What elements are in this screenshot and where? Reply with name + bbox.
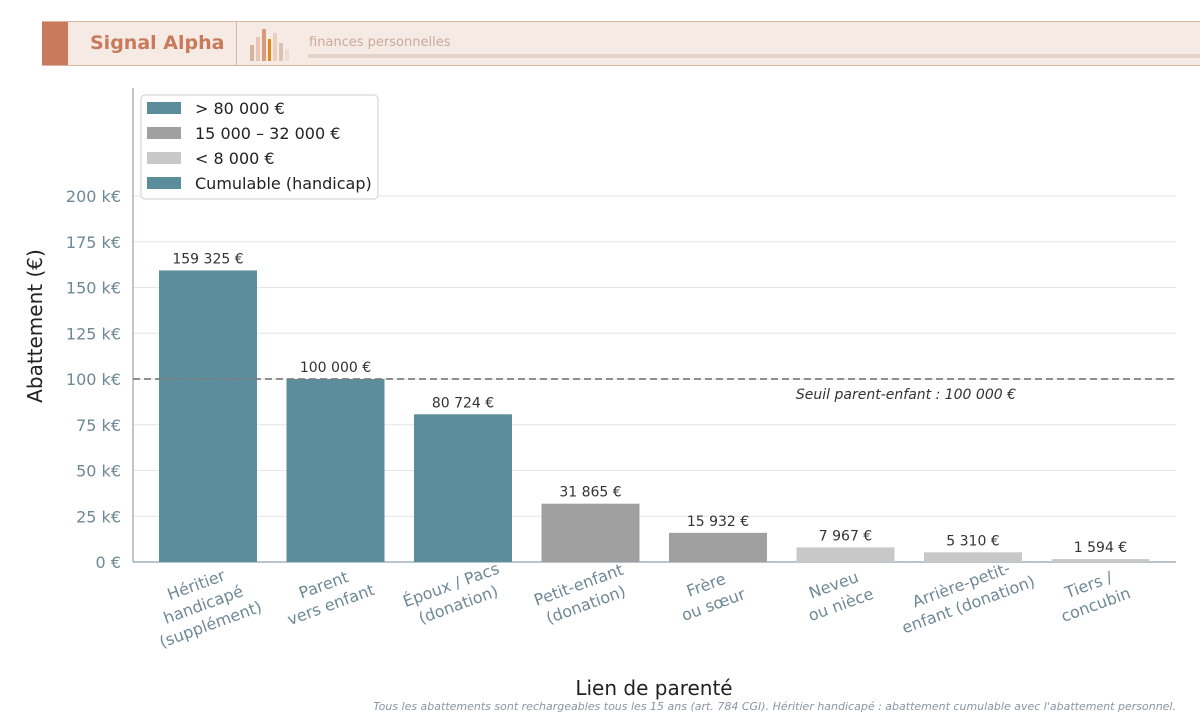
chart-footnote: Tous les abattements sont rechargeables …	[373, 700, 1176, 713]
bar-value-label: 5 310 €	[946, 533, 999, 549]
x-axis-title: Lien de parenté	[575, 676, 732, 700]
y-axis-title: Abattement (€)	[23, 249, 47, 403]
brand-color-block	[42, 22, 68, 65]
bar	[669, 532, 767, 562]
bar-value-label: 15 932 €	[687, 514, 749, 530]
x-tick-label-group: Arrière-petit-enfant (donation)	[899, 558, 1037, 637]
legend: > 80 000 € 15 000 – 32 000 € < 8 000 € Cumu…	[140, 94, 379, 200]
legend-label: Cumulable (handicap)	[195, 174, 372, 193]
header-banner: Signal Alpha finances personnelles	[42, 21, 1200, 66]
bar	[159, 270, 257, 562]
bar-value-label: 31 865 €	[559, 485, 621, 501]
bar-value-label: 159 325 €	[172, 251, 243, 267]
bar-chart-logo-icon	[250, 29, 289, 61]
y-tick-label: 100 k€	[66, 370, 121, 389]
bar	[286, 379, 385, 562]
bar-value-label: 100 000 €	[300, 360, 371, 376]
legend-label: < 8 000 €	[195, 149, 275, 168]
legend-label: 15 000 – 32 000 €	[195, 124, 340, 143]
reference-line-label: Seuil parent-enfant : 100 000 €	[796, 387, 1016, 403]
bar-value-label: 80 724 €	[432, 395, 494, 411]
bar	[541, 503, 640, 562]
x-tick-label-group: Petit-enfant(donation)	[531, 560, 628, 628]
bar	[1051, 559, 1150, 562]
y-tick-label: 200 k€	[66, 187, 121, 206]
tagline-rule	[308, 54, 1200, 58]
legend-label: > 80 000 €	[195, 99, 285, 118]
brand-name: Signal Alpha	[90, 32, 225, 54]
y-tick-label: 75 k€	[76, 416, 121, 435]
bar	[414, 414, 512, 562]
y-tick-label: 150 k€	[66, 279, 121, 298]
legend-swatch	[147, 152, 181, 164]
y-tick-label: 175 k€	[66, 233, 121, 252]
y-tick-label: 50 k€	[76, 462, 121, 481]
legend-swatch	[147, 102, 181, 114]
legend-swatch	[147, 127, 181, 139]
y-tick-label: 25 k€	[76, 507, 121, 526]
bar	[796, 547, 895, 562]
legend-box	[140, 94, 379, 200]
x-tick-label-group: Époux / Pacs(donation)	[400, 559, 501, 628]
x-tick-label-group: Tiers /concubin	[1059, 567, 1134, 626]
bar-value-label: 1 594 €	[1074, 540, 1127, 556]
y-tick-label: 125 k€	[66, 324, 121, 343]
legend-swatch	[147, 177, 181, 189]
bar	[924, 552, 1022, 562]
banner-separator	[236, 22, 237, 65]
bar-value-label: 7 967 €	[819, 528, 872, 544]
tagline: finances personnelles	[309, 35, 451, 50]
y-tick-label: 0 €	[96, 553, 121, 572]
